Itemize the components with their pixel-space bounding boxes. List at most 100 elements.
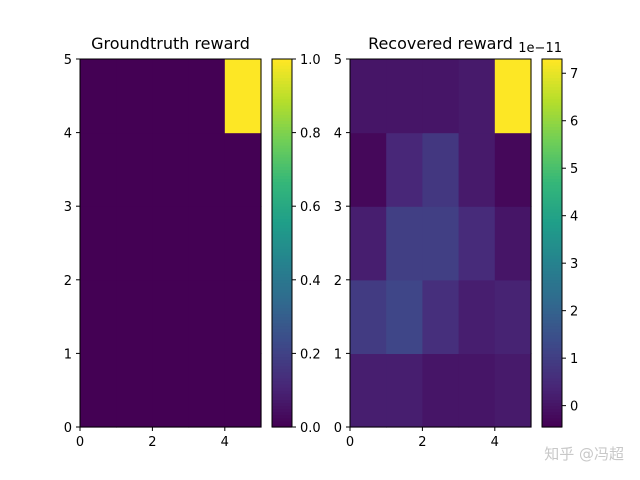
colorbar-segment [542,301,562,305]
colorbar-segment [542,289,562,293]
colorbar-segment [542,203,562,207]
colorbar-segment [272,172,292,177]
colorbar-segment [542,347,562,351]
colorbar-segment [542,197,562,201]
y-tick-label: 0 [64,421,72,436]
heatmap-cell [386,132,423,207]
colorbar-segment [272,362,292,367]
colorbar-segment [542,353,562,358]
colorbar-segment [542,374,562,379]
colorbar-segment [272,402,292,407]
colorbar-segment [272,74,292,78]
colorbar-segment [272,224,292,229]
heatmap-cell [458,132,496,207]
x-tick-label: 0 [76,435,84,450]
colorbar-segment [272,187,292,192]
plot-frame [79,58,262,428]
colorbar-segment [272,414,292,419]
colorbar-segment [542,160,562,164]
colorbar-segment [272,141,292,146]
colorbar-segment [542,356,562,361]
colorbar-tick-label: 0.2 [300,347,321,362]
colorbar-segment [272,374,292,379]
colorbar-segment [272,292,292,296]
colorbar-segment [542,227,562,232]
heatmap-cell [386,279,423,354]
colorbar-segment [542,387,562,391]
colorbar-segment [542,193,562,198]
colorbar-segment [272,92,292,97]
colorbar-segment [542,341,562,345]
colorbar-segment [542,190,562,195]
heatmap-cell [188,353,226,428]
colorbar-segment [542,298,562,302]
colorbar-segment [272,344,292,348]
colorbar-segment [272,101,292,106]
colorbar-segment [272,255,292,259]
colorbar-segment [542,273,562,278]
colorbar-segment [272,215,292,220]
heatmap-cell [350,353,387,428]
colorbar-segment [542,92,562,97]
colorbar-segment [542,420,562,425]
colorbar-segment [272,108,292,112]
heatmap-cell [422,206,460,281]
colorbar-tick-label: 0 [570,400,578,415]
colorbar-segment [542,233,562,238]
colorbar-segment [272,249,292,253]
heatmap-cell [458,206,496,281]
colorbar-segment [272,178,292,183]
colorbar-segment [272,377,292,382]
colorbar-segment [542,184,562,189]
colorbar-segment [272,203,292,207]
colorbar-segment [542,295,562,299]
colorbar-segment [272,169,292,174]
heatmap-cell [224,59,262,134]
colorbar-segment [542,138,562,143]
colorbar-segment [272,350,292,354]
colorbar-segment [542,175,562,180]
colorbar-segment [272,423,292,428]
y-tick-label: 0 [334,421,342,436]
colorbar-segment [542,101,562,106]
colorbar: 0 1 2 3 4 5 6 7 1e−11 [518,41,578,428]
colorbar-segment [272,151,292,155]
colorbar-segment [272,252,292,256]
colorbar-segment [272,282,292,287]
colorbar-segment [542,117,562,121]
colorbar-segment [542,105,562,109]
colorbar-segment [272,95,292,100]
colorbar-segment [272,163,292,167]
chart-title: Groundtruth reward [91,34,250,53]
colorbar-segment [272,105,292,109]
colorbar-segment [542,255,562,259]
colorbar-segment [272,276,292,281]
colorbar-tick-label: 1 [570,352,578,367]
colorbar-segment [542,408,562,413]
colorbar-tick-label: 3 [570,257,578,272]
colorbar-segment [542,200,562,204]
colorbar-segment [542,414,562,419]
colorbar-segment [542,95,562,100]
colorbar-tick-label: 0.6 [300,200,321,215]
colorbar-segment [272,368,292,373]
x-tick-label: 2 [418,435,426,450]
colorbar-segment [272,365,292,370]
colorbar-segment [272,98,292,103]
colorbar-segment [542,236,562,241]
heatmap-cell [350,206,387,281]
colorbar-segment [272,209,292,213]
colorbar-segment [272,264,292,269]
colorbar-segment [542,108,562,112]
heatmap-cell [80,353,117,428]
heatmap-cell [80,279,117,354]
colorbar-segment [542,169,562,174]
colorbar-segment [272,59,292,63]
heatmap-cell [188,132,226,207]
colorbar-segment [272,279,292,284]
colorbar-segment [542,359,562,364]
colorbar-segment [542,270,562,275]
heatmap-cell [458,353,496,428]
heatmap-cell [152,206,190,281]
